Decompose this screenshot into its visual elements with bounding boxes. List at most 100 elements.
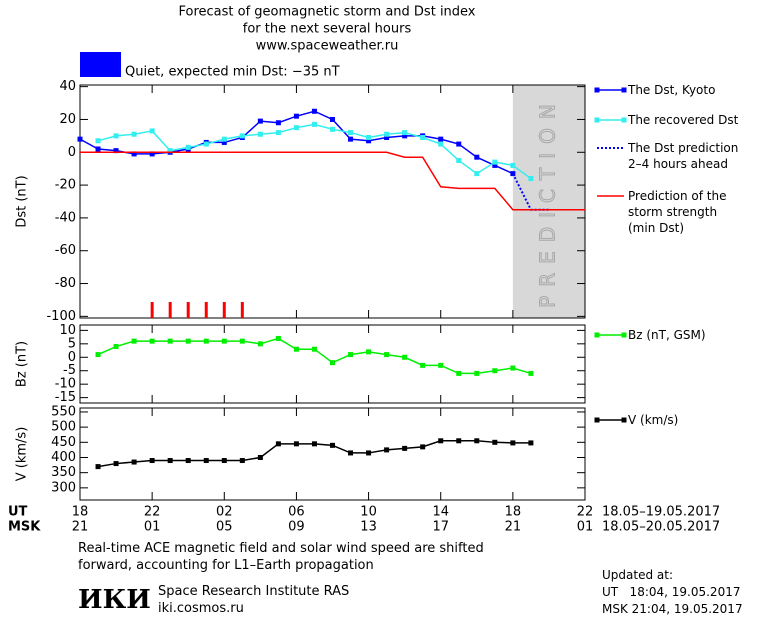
series-marker <box>402 130 408 136</box>
series-marker <box>420 135 426 141</box>
x-tick-label-msk: 09 <box>288 520 305 535</box>
series-marker <box>293 125 299 131</box>
series-marker <box>113 133 119 139</box>
series-marker <box>420 362 426 368</box>
series-marker <box>131 459 137 465</box>
footer-note: Real-time ACE magnetic field and solar w… <box>78 541 484 556</box>
series-marker <box>113 148 119 154</box>
legend-marker <box>594 332 600 338</box>
title-line: Forecast of geomagnetic storm and Dst in… <box>178 5 475 20</box>
series-marker <box>348 130 354 136</box>
series-marker <box>348 352 354 358</box>
series-marker <box>95 352 101 358</box>
series-marker <box>438 141 444 147</box>
series-marker <box>456 157 462 163</box>
series-marker <box>311 441 317 447</box>
series-marker <box>420 444 426 450</box>
y-tick-label: 10 <box>59 323 76 338</box>
x-tick-label-msk: 01 <box>144 520 161 535</box>
prediction-label: PREDICTION <box>535 95 559 308</box>
series-marker <box>510 440 516 446</box>
series-marker <box>239 133 245 139</box>
series-marker <box>330 360 335 366</box>
series-marker <box>311 108 317 114</box>
series-marker <box>492 162 498 168</box>
series-marker <box>492 159 498 165</box>
y-tick-label: 550 <box>51 404 76 419</box>
legend-marker <box>621 332 627 338</box>
y-tick-label: -60 <box>55 243 76 258</box>
series-marker <box>528 440 534 446</box>
series-marker <box>330 126 335 132</box>
series-marker <box>311 121 317 127</box>
y-tick-label: -10 <box>55 377 76 392</box>
y-tick-label: 20 <box>59 112 76 127</box>
series-marker <box>149 458 155 464</box>
panel-frame <box>79 84 586 319</box>
series-marker <box>95 464 101 470</box>
y-tick-label: 0 <box>68 350 76 365</box>
y-tick-label: 0 <box>68 145 76 160</box>
legend-marker <box>621 87 627 93</box>
series-marker <box>474 438 480 444</box>
series-marker <box>203 338 209 344</box>
series-marker <box>131 338 137 344</box>
series-marker <box>528 176 534 182</box>
legend-label: The Dst, Kyoto <box>628 83 716 97</box>
y-tick-label: -20 <box>55 178 76 193</box>
series-marker <box>366 349 372 355</box>
series-marker <box>492 439 498 445</box>
legend-label: The Dst prediction 2–4 hours ahead <box>628 141 739 171</box>
y-tick-label: 5 <box>68 336 76 351</box>
legend-marker <box>594 417 600 423</box>
x-tick-label: 02 <box>216 505 233 520</box>
series-marker <box>384 447 390 453</box>
series-marker <box>348 450 354 456</box>
series-marker <box>203 141 209 147</box>
x-tick-label: 18 <box>505 505 522 520</box>
msk-range: 18.05–20.05.2017 <box>602 520 720 535</box>
series-marker <box>474 370 480 376</box>
series-marker <box>257 454 263 460</box>
series-marker <box>528 370 534 376</box>
series-marker <box>113 344 119 350</box>
y-tick-label: 450 <box>51 435 76 450</box>
x-tick-label-msk: 13 <box>360 520 377 535</box>
series-marker <box>456 370 462 376</box>
series-line <box>97 337 532 375</box>
series-marker <box>185 458 191 464</box>
series-marker <box>438 362 444 368</box>
series-marker <box>402 445 408 451</box>
series-line <box>97 123 532 180</box>
series-marker <box>402 133 408 139</box>
series-line <box>79 110 514 175</box>
series-marker <box>275 120 281 126</box>
series-line <box>80 151 585 211</box>
prediction-band <box>512 85 585 318</box>
series-marker <box>257 118 263 124</box>
x-tick-label: 22 <box>577 505 594 520</box>
y-tick-label: 350 <box>51 465 76 480</box>
series-marker <box>185 144 191 150</box>
legend-label: V (km/s) <box>628 413 679 427</box>
x-tick-label-msk: 05 <box>216 520 233 535</box>
msk-label: MSK <box>8 520 41 535</box>
status-text: Quiet, expected min Dst: −35 nT <box>125 65 340 80</box>
series-marker <box>221 458 227 464</box>
x-tick-label-msk: 17 <box>432 520 449 535</box>
series-marker <box>95 146 101 152</box>
y-tick-label: 40 <box>59 79 76 94</box>
series-marker <box>113 461 119 467</box>
series-marker <box>293 113 299 119</box>
ut-label: UT <box>8 505 28 520</box>
y-tick-label: 500 <box>51 420 76 435</box>
series-marker <box>167 148 173 154</box>
series-marker <box>275 441 281 447</box>
series-marker <box>456 141 462 147</box>
series-marker <box>293 441 299 447</box>
x-tick-label: 06 <box>288 505 305 520</box>
series-marker <box>203 458 209 464</box>
series-marker <box>510 162 516 168</box>
series-marker <box>275 130 281 136</box>
